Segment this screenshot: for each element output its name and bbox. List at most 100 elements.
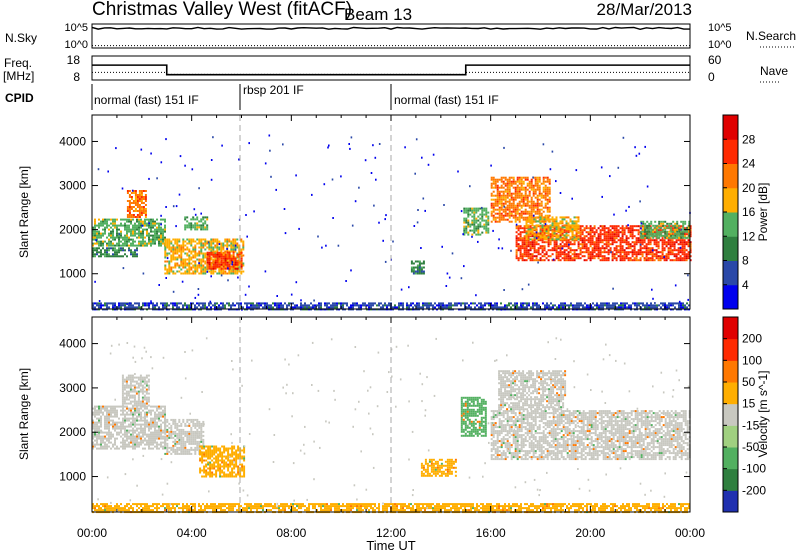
data-cell xyxy=(318,306,320,309)
data-cell xyxy=(599,249,602,252)
data-cell xyxy=(207,241,210,244)
data-cell xyxy=(224,253,227,256)
data-cell xyxy=(621,259,624,262)
data-cell xyxy=(492,180,495,183)
data-cell xyxy=(613,241,616,244)
data-cell xyxy=(569,259,572,262)
data-cell xyxy=(168,262,171,265)
data-cell xyxy=(492,208,495,211)
data-cell xyxy=(204,240,207,243)
data-cell xyxy=(210,253,213,256)
data-cell xyxy=(197,288,200,290)
data-cell xyxy=(516,206,519,209)
data-cell xyxy=(590,304,592,307)
data-cell xyxy=(114,405,116,408)
data-cell xyxy=(661,247,664,250)
data-cell xyxy=(473,227,476,230)
data-cell xyxy=(242,270,245,273)
data-cell xyxy=(134,423,136,426)
data-cell xyxy=(144,302,146,305)
data-cell xyxy=(639,247,642,250)
data-cell xyxy=(131,189,134,192)
data-cell xyxy=(134,190,137,192)
data-cell xyxy=(440,302,442,305)
data-cell xyxy=(94,280,96,283)
data-cell xyxy=(132,255,134,258)
data-cell xyxy=(112,220,114,223)
data-cell xyxy=(376,304,378,307)
data-cell xyxy=(542,210,545,213)
data-cell xyxy=(648,304,650,307)
data-cell xyxy=(504,188,507,191)
data-cell xyxy=(544,186,547,189)
data-cell xyxy=(637,233,640,236)
data-cell xyxy=(128,218,130,221)
data-cell xyxy=(230,244,233,247)
data-cell xyxy=(603,247,606,250)
data-cell xyxy=(519,247,522,250)
data-cell xyxy=(638,302,640,305)
data-cell xyxy=(124,228,126,231)
data-cell xyxy=(621,251,624,254)
data-cell xyxy=(318,302,320,305)
data-cell xyxy=(142,272,145,275)
data-cell xyxy=(485,227,488,230)
data-cell xyxy=(124,435,126,438)
data-cell xyxy=(242,262,245,265)
data-cell xyxy=(529,249,532,252)
data-cell xyxy=(593,255,596,258)
data-cell xyxy=(340,302,342,305)
data-cell xyxy=(126,214,129,216)
data-cell xyxy=(362,302,364,305)
data-cell xyxy=(110,218,112,221)
data-cell xyxy=(533,225,536,228)
data-cell xyxy=(422,270,425,273)
data-cell xyxy=(589,255,592,258)
data-cell xyxy=(469,185,471,188)
data-cell xyxy=(635,257,638,260)
data-cell xyxy=(136,302,138,305)
data-cell xyxy=(603,227,606,230)
data-cell xyxy=(644,230,647,233)
data-cell xyxy=(677,253,680,256)
data-cell xyxy=(689,247,692,250)
data-cell xyxy=(214,304,216,307)
data-cell xyxy=(680,220,683,223)
data-cell xyxy=(531,220,534,223)
data-cell xyxy=(613,237,616,240)
data-cell xyxy=(520,192,523,195)
data-cell xyxy=(234,261,237,264)
data-cell xyxy=(110,226,112,229)
data-cell xyxy=(188,306,190,309)
data-cell xyxy=(156,218,158,221)
data-cell xyxy=(110,242,112,245)
data-cell xyxy=(128,425,130,428)
data-cell xyxy=(668,226,671,229)
data-cell xyxy=(100,242,102,245)
data-cell xyxy=(611,257,614,260)
data-cell xyxy=(676,224,679,227)
data-cell xyxy=(100,417,102,420)
data-cell xyxy=(190,272,193,275)
data-cell xyxy=(524,176,527,179)
data-cell xyxy=(494,306,496,309)
data-cell xyxy=(596,306,598,309)
data-cell xyxy=(210,159,213,161)
data-cell xyxy=(538,304,540,307)
data-cell xyxy=(644,304,646,307)
data-cell xyxy=(517,247,520,250)
data-cell xyxy=(657,257,660,260)
data-cell xyxy=(530,210,533,213)
colorbar-tick-label: 12 xyxy=(742,229,756,243)
data-cell xyxy=(198,302,200,305)
noise-right-label: N.Search xyxy=(746,29,796,43)
data-cell xyxy=(142,234,144,237)
data-cell xyxy=(160,228,162,231)
data-cell xyxy=(94,220,96,223)
data-cell xyxy=(100,222,102,225)
data-cell xyxy=(584,302,586,305)
data-cell xyxy=(589,229,592,232)
data-cell xyxy=(520,194,523,197)
data-cell xyxy=(496,204,499,207)
data-cell xyxy=(144,242,146,245)
